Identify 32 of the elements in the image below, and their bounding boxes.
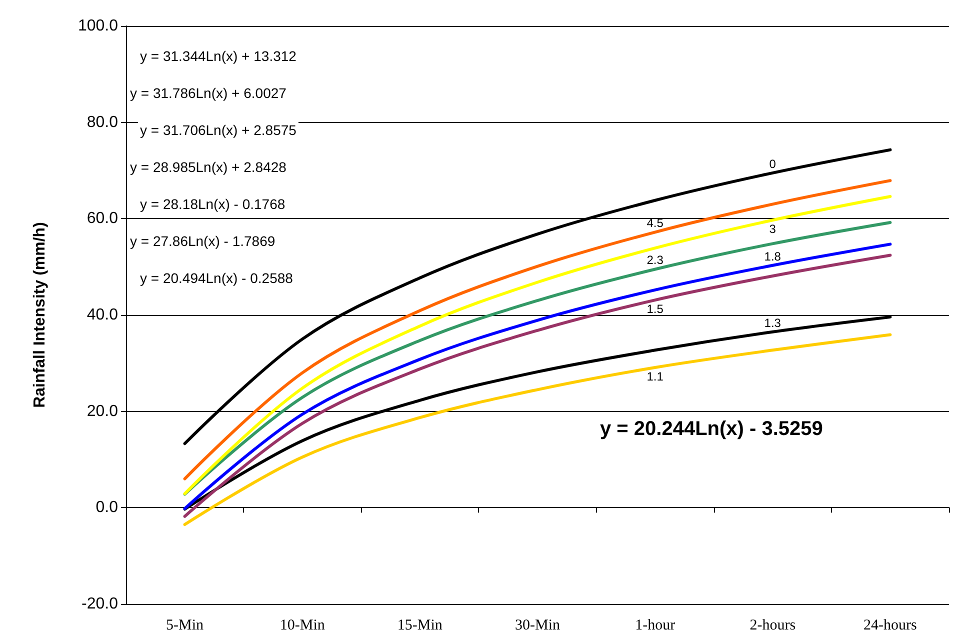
y-axis-title: Rainfall Intensity (mm/h): [32, 222, 48, 408]
series-label: 1.3: [764, 316, 782, 330]
annotation: y = 20.244Ln(x) - 3.5259: [600, 418, 823, 440]
annotation: y = 31.706Ln(x) + 2.8575: [140, 122, 297, 138]
series-label: 1.1: [646, 370, 664, 384]
y-tick-label: 20.0: [86, 402, 118, 420]
y-tick-label: 40.0: [86, 306, 118, 324]
series-label: 1.8: [764, 249, 782, 264]
y-tick-label: 0.0: [96, 499, 118, 516]
annotation: y = 20.494Ln(x) - 0.2588: [140, 270, 294, 286]
y-tick-label: 80.0: [86, 114, 118, 131]
x-tick-label: 30-Min: [515, 618, 560, 634]
x-tick-label: 2-hours: [750, 618, 796, 634]
annotation: y = 27.86Ln(x) - 1.7869: [130, 233, 276, 249]
y-tick-label: 100.0: [78, 18, 118, 34]
series-label: 1.5: [646, 302, 664, 316]
y-tick-label: 60.0: [86, 210, 118, 228]
x-tick-label: 15-Min: [397, 618, 443, 634]
series-label: 2.3: [646, 253, 664, 268]
line-series: [183, 333, 892, 526]
x-tick-label: 10-Min: [280, 618, 326, 634]
annotation: y = 31.786Ln(x) + 6.0027: [130, 85, 287, 101]
x-tick-label: 1-hour: [635, 618, 676, 634]
annotation: y = 31.344Ln(x) + 13.312: [140, 48, 297, 64]
y-tick-label: -20.0: [82, 596, 118, 612]
annotation: y = 28.18Ln(x) - 0.1768: [140, 196, 286, 212]
x-tick-label: 24-hours: [864, 618, 918, 634]
x-tick-label: 5-Min: [166, 618, 204, 634]
series-label: 4.5: [646, 216, 664, 230]
series-label: 0: [769, 156, 776, 171]
series-label: 3: [769, 222, 776, 236]
annotation: y = 28.985Ln(x) + 2.8428: [130, 159, 287, 175]
